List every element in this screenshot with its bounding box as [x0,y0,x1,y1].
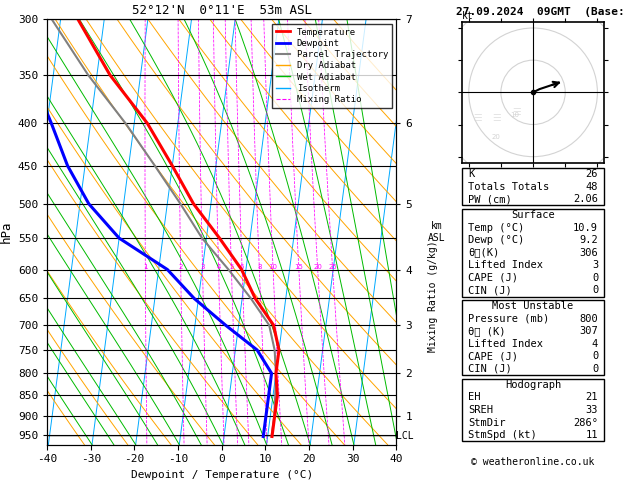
Text: CIN (J): CIN (J) [468,364,512,374]
Y-axis label: km
ASL: km ASL [428,221,446,243]
Text: K: K [468,169,474,179]
Text: θᴇ(K): θᴇ(K) [468,248,499,258]
Text: Pressure (mb): Pressure (mb) [468,314,549,324]
Text: 6: 6 [240,263,244,270]
Text: 286°: 286° [573,417,598,428]
Text: StmDir: StmDir [468,417,506,428]
Text: PW (cm): PW (cm) [468,194,512,204]
Text: 2: 2 [179,263,183,270]
Text: Most Unstable: Most Unstable [493,301,574,311]
Text: 10: 10 [510,111,519,118]
Bar [462,168,604,206]
Text: Totals Totals: Totals Totals [468,181,549,191]
Text: 25: 25 [328,263,337,270]
X-axis label: Dewpoint / Temperature (°C): Dewpoint / Temperature (°C) [131,470,313,480]
Legend: Temperature, Dewpoint, Parcel Trajectory, Dry Adiabat, Wet Adiabat, Isotherm, Mi: Temperature, Dewpoint, Parcel Trajectory… [272,24,392,108]
Text: 10.9: 10.9 [573,223,598,232]
Text: StmSpd (kt): StmSpd (kt) [468,430,537,440]
Text: 15: 15 [294,263,303,270]
Text: 48: 48 [586,181,598,191]
Text: © weatheronline.co.uk: © weatheronline.co.uk [471,457,595,467]
Y-axis label: hPa: hPa [0,221,13,243]
Text: 20: 20 [313,263,322,270]
Text: 21: 21 [586,392,598,402]
Text: 306: 306 [579,248,598,258]
Text: 0: 0 [592,364,598,374]
Text: Lifted Index: Lifted Index [468,339,543,349]
Text: EH: EH [468,392,481,402]
Text: 2.06: 2.06 [573,194,598,204]
Text: kt: kt [462,11,474,21]
Text: 9.2: 9.2 [579,235,598,245]
Text: 4: 4 [216,263,221,270]
Text: CAPE (J): CAPE (J) [468,351,518,362]
Text: θᴇ (K): θᴇ (K) [468,326,506,336]
Text: ☰: ☰ [473,113,482,123]
Text: Hodograph: Hodograph [505,380,561,390]
Text: 20: 20 [491,134,500,139]
Text: LCL: LCL [396,432,414,441]
Bar [462,300,604,375]
Text: SREH: SREH [468,405,493,415]
Text: 8: 8 [257,263,262,270]
Text: 27.09.2024  09GMT  (Base: 18): 27.09.2024 09GMT (Base: 18) [456,7,629,17]
Bar [462,208,604,296]
Text: CIN (J): CIN (J) [468,285,512,295]
Text: Surface: Surface [511,210,555,220]
Text: 1: 1 [143,263,148,270]
Text: Temp (°C): Temp (°C) [468,223,524,232]
Text: 307: 307 [579,326,598,336]
Text: 11: 11 [586,430,598,440]
Text: Mixing Ratio (g/kg): Mixing Ratio (g/kg) [428,240,438,352]
Text: 26: 26 [586,169,598,179]
Text: 0: 0 [592,351,598,362]
Text: 0: 0 [592,273,598,283]
Text: 3: 3 [592,260,598,270]
Text: 4: 4 [592,339,598,349]
Title: 52°12'N  0°11'E  53m ASL: 52°12'N 0°11'E 53m ASL [131,4,312,17]
Text: Dewp (°C): Dewp (°C) [468,235,524,245]
Text: 5: 5 [229,263,233,270]
Text: Lifted Index: Lifted Index [468,260,543,270]
Text: CAPE (J): CAPE (J) [468,273,518,283]
Text: 800: 800 [579,314,598,324]
Text: ☰: ☰ [492,113,501,123]
Text: 10: 10 [269,263,277,270]
Text: 3: 3 [200,263,205,270]
Bar [462,379,604,441]
Text: ☰: ☰ [512,107,521,117]
Text: 33: 33 [586,405,598,415]
Text: 0: 0 [592,285,598,295]
